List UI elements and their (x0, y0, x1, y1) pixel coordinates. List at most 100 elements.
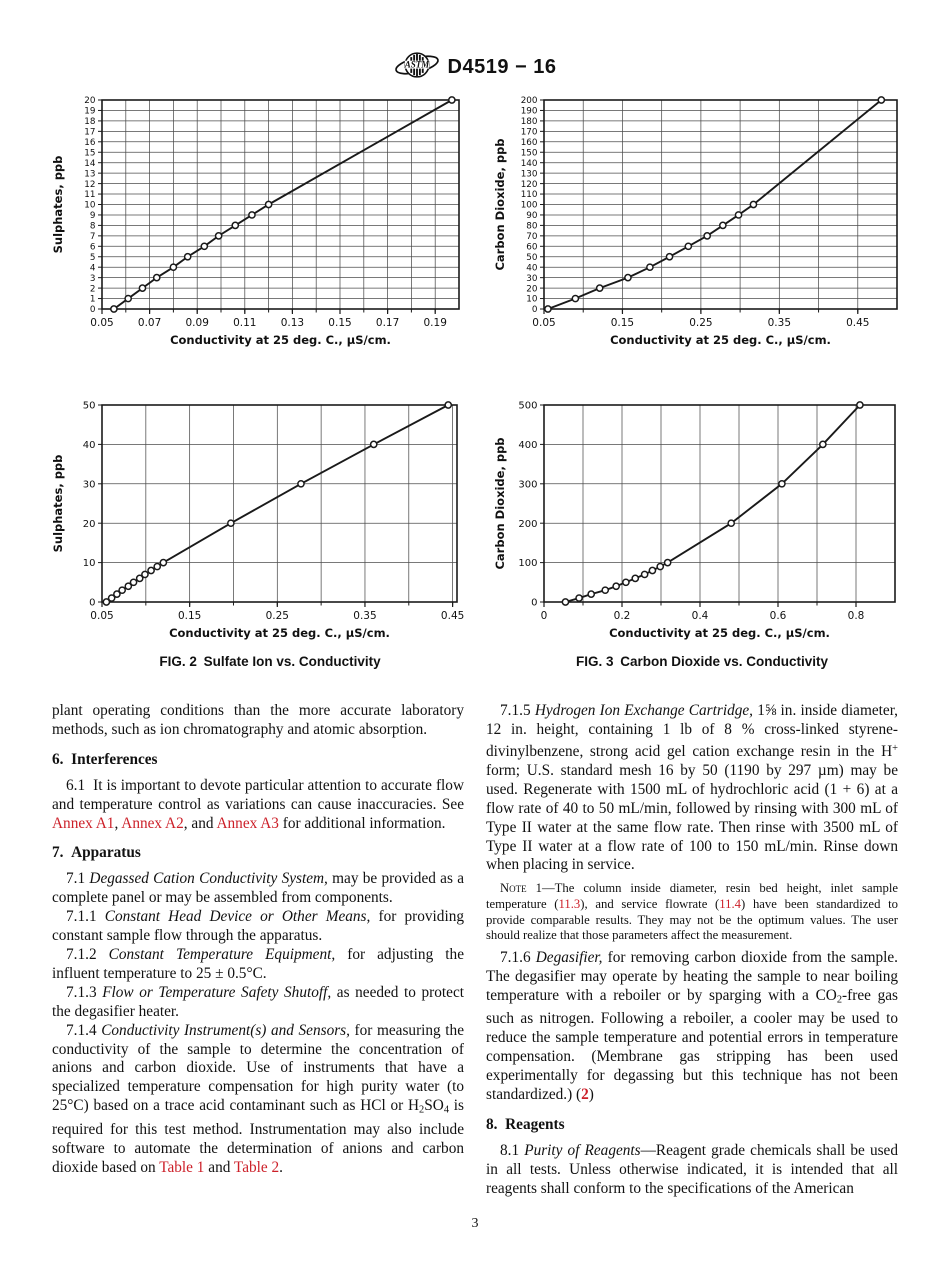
svg-text:0.35: 0.35 (768, 317, 791, 329)
section-heading: 8. Reagents (486, 1116, 898, 1135)
svg-text:0.13: 0.13 (281, 317, 304, 329)
paragraph: 7.1.5 Hydrogen Ion Exchange Cartridge, 1… (486, 702, 898, 875)
chart-co2-low-range: 0 10 20 30 40 50 60 70 80 90 100 110 120 130 140 150 160… (478, 93, 905, 360)
page-header: ASTM D4519 − 16 (0, 44, 950, 94)
text-run: Conductivity Instrument(s) and Sensors, (101, 1021, 350, 1039)
chart-sulfates-low-range: 0 1 2 3 4 5 6 7 8 9 10 11 12 13 14 15 16 17 18 19 20 0.05 0.07… (51, 93, 467, 360)
svg-text:300: 300 (518, 479, 537, 490)
svg-text:9: 9 (90, 211, 96, 221)
svg-text:0.45: 0.45 (846, 317, 869, 329)
text-run: ) have been standardized to provide comp… (486, 897, 898, 943)
svg-text:190: 190 (521, 107, 538, 117)
ref-link[interactable]: Annex A1 (52, 814, 115, 832)
svg-text:40: 40 (83, 440, 96, 451)
ref-link[interactable]: Annex A2 (121, 814, 184, 832)
svg-text:0.6: 0.6 (770, 610, 787, 622)
text-run: —Reagent grade chemicals shall be used i… (486, 1141, 898, 1197)
svg-text:8: 8 (90, 222, 96, 232)
svg-text:60: 60 (526, 242, 538, 252)
section-heading: 7. Apparatus (52, 844, 464, 863)
svg-text:3: 3 (90, 274, 96, 284)
svg-text:0: 0 (531, 598, 537, 609)
ref-link[interactable]: Annex A3 (216, 814, 279, 832)
svg-text:30: 30 (83, 479, 96, 490)
svg-text:70: 70 (526, 232, 538, 242)
svg-text:Conductivity at 25 deg. C., µS: Conductivity at 25 deg. C., µS/cm. (170, 333, 391, 347)
ref-link[interactable]: Table 1 (159, 1158, 205, 1176)
svg-text:110: 110 (521, 190, 538, 200)
svg-text:0.2: 0.2 (614, 610, 631, 622)
svg-text:160: 160 (521, 138, 538, 148)
svg-text:130: 130 (521, 169, 538, 179)
svg-text:15: 15 (84, 148, 95, 158)
text-run: ), and service flowrate ( (580, 897, 720, 912)
svg-text:180: 180 (521, 117, 538, 127)
svg-text:Conductivity at 25 deg. C., µS: Conductivity at 25 deg. C., µS/cm. (609, 626, 830, 640)
ref-link[interactable]: Table 2 (233, 1158, 280, 1176)
svg-text:1: 1 (90, 295, 96, 305)
text-run: 7.1.4 (66, 1021, 102, 1039)
chart-fig2-sulfate: 0 10 20 30 40 50 0.05 0.15 0.25 0.35 0.45 Conductiv… (51, 396, 467, 651)
ref-link[interactable]: 11.4 (719, 897, 742, 912)
text-run: 4 (443, 1104, 450, 1116)
svg-text:80: 80 (526, 222, 538, 232)
text-run: 1—The column inside diameter, resin bed … (486, 881, 898, 912)
text-run: is required for this test method. Instru… (52, 1097, 464, 1176)
paragraph: 7.1.4 Conductivity Instrument(s) and Sen… (52, 1022, 464, 1178)
svg-text:Conductivity at 25 deg. C., µS: Conductivity at 25 deg. C., µS/cm. (610, 333, 831, 347)
svg-text:16: 16 (84, 138, 96, 148)
astm-logo-icon: ASTM (394, 44, 440, 91)
svg-text:Conductivity at 25 deg. C., µS: Conductivity at 25 deg. C., µS/cm. (169, 626, 390, 640)
text-run: 6.1 It is important to devote particular… (52, 776, 464, 813)
svg-text:150: 150 (521, 148, 538, 158)
text-run: 7.1.6 (500, 949, 536, 967)
svg-text:20: 20 (84, 96, 96, 106)
text-run: Purity of Reagents (524, 1141, 641, 1159)
text-run: Constant Head Device or Other Means, (104, 908, 371, 926)
svg-text:0.25: 0.25 (689, 317, 712, 329)
svg-text:5: 5 (90, 253, 96, 263)
svg-text:0.15: 0.15 (178, 610, 201, 622)
note-paragraph: Note 1—The column inside diameter, resin… (486, 881, 898, 944)
text-run: Constant Temperature Equipment, (108, 945, 336, 963)
text-run: may be provided as a complete panel or m… (52, 870, 464, 907)
svg-text:170: 170 (521, 128, 538, 138)
text-run: for additional information. (278, 814, 446, 832)
svg-text:50: 50 (83, 401, 96, 412)
ref-link[interactable]: 11.3 (558, 897, 581, 912)
svg-text:10: 10 (526, 295, 538, 305)
svg-text:20: 20 (83, 519, 96, 530)
svg-text:0.15: 0.15 (328, 317, 351, 329)
text-run: 1⅝ in. inside diameter, 12 in. height, c… (486, 702, 898, 760)
svg-text:100: 100 (518, 558, 537, 569)
svg-text:6: 6 (90, 242, 96, 252)
svg-text:0.05: 0.05 (90, 610, 113, 622)
svg-text:12: 12 (84, 180, 95, 190)
svg-text:13: 13 (84, 169, 95, 179)
svg-text:0.8: 0.8 (848, 610, 865, 622)
svg-text:20: 20 (526, 284, 538, 294)
svg-text:7: 7 (90, 232, 96, 242)
svg-text:0.19: 0.19 (424, 317, 447, 329)
text-run: Hydrogen Ion Exchange Cartridge, (534, 702, 753, 719)
text-run: for adjusting the influent temperature t… (52, 945, 464, 982)
svg-text:14: 14 (84, 159, 96, 169)
text-run: Degasifier, (535, 949, 603, 967)
chart-canvas: 0 10 20 30 40 50 0.05 0.15 0.25 0.35 0.45 Conductiv… (51, 401, 464, 640)
text-run: 6. Interferences (52, 750, 158, 768)
svg-text:500: 500 (518, 401, 537, 412)
text-run: 7.1.2 (66, 945, 109, 963)
paragraph: 7.1.3 Flow or Temperature Safety Shutoff… (52, 984, 464, 1022)
section-heading: 6. Interferences (52, 751, 464, 770)
paragraph: 7.1.2 Constant Temperature Equipment, fo… (52, 946, 464, 984)
text-column-left: plant operating conditions than the more… (52, 702, 464, 1177)
paragraph: plant operating conditions than the more… (52, 702, 464, 740)
paragraph: 7.1.1 Constant Head Device or Other Mean… (52, 908, 464, 946)
svg-text:0: 0 (541, 610, 548, 622)
ref-link[interactable]: 2 (581, 1086, 589, 1104)
svg-text:18: 18 (84, 117, 95, 127)
svg-text:0.07: 0.07 (138, 317, 161, 329)
fig3-caption: FIG. 3 Carbon Dioxide vs. Conductivity (575, 654, 829, 669)
